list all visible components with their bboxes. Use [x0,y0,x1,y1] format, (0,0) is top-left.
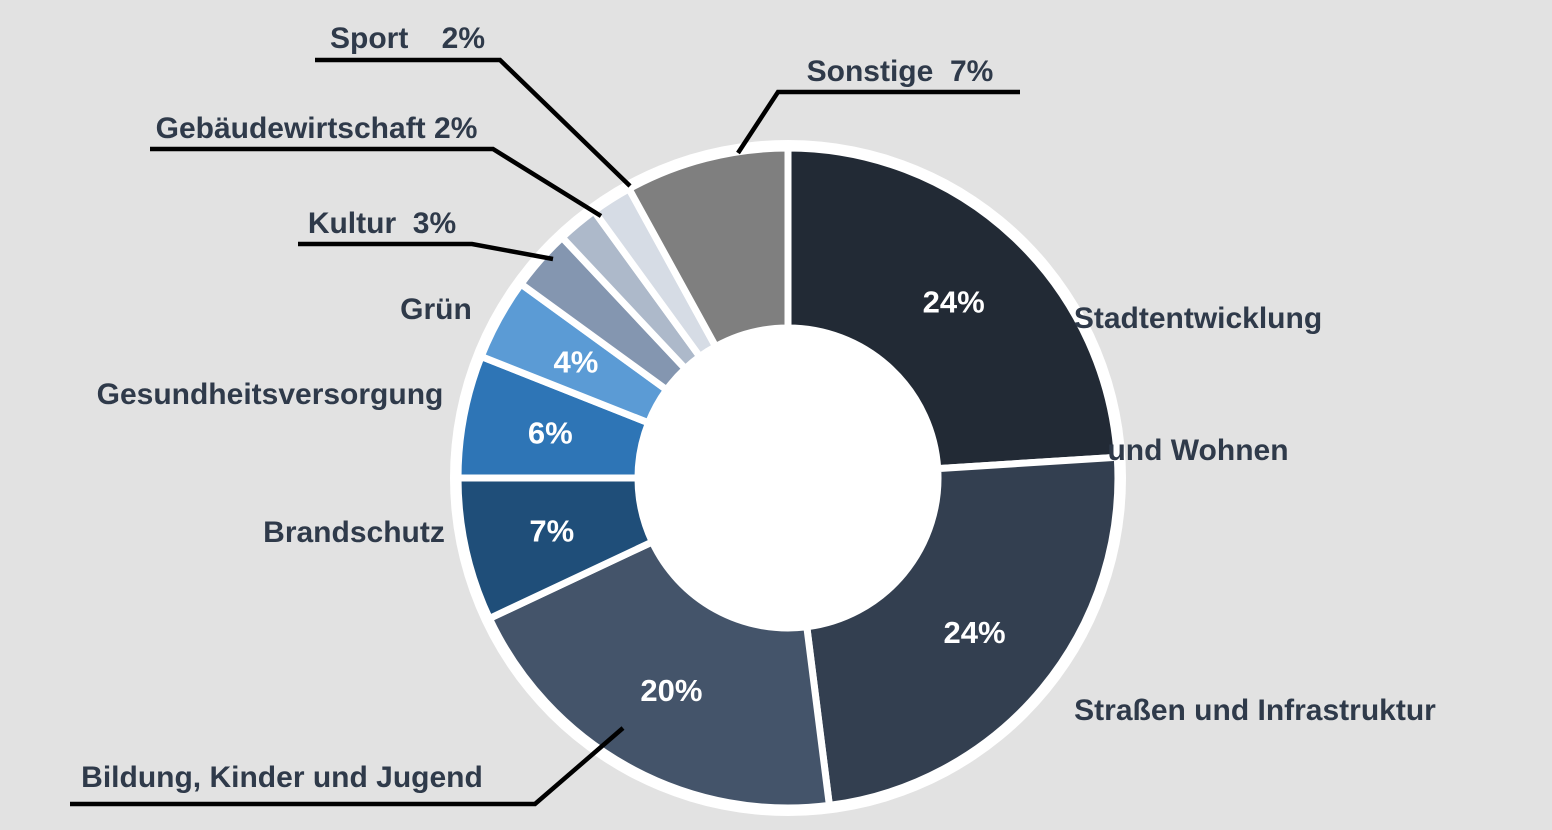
label-sport: Sport 2% [329,22,486,55]
label-gruen: Grün [400,293,472,326]
percent-label-bildung-kinder-und-jugend: 20% [640,673,702,708]
percent-label-gesundheitsversorgung: 6% [528,416,573,451]
label-bildung: Bildung, Kinder und Jugend [81,761,483,794]
label-brandschutz: Brandschutz [263,516,445,549]
percent-label-grün: 4% [553,344,598,379]
label-stadtentwicklung-line1: Stadtentwicklung [1073,302,1323,335]
slice-straßen-und-infrastruktur [802,453,1122,810]
label-gebaeudewirtschaft: Gebäudewirtschaft 2% [155,112,478,145]
percent-label-straßen-und-infrastruktur: 24% [943,615,1005,650]
percent-label-stadtentwicklung-und-wohnen: 24% [923,284,985,319]
leader-lines [70,57,1020,807]
leader-line-sport [315,57,632,188]
leader-line-bildung [70,726,625,807]
slice-stadtentwicklung-und-wohnen [784,144,1122,473]
percent-label-brandschutz: 7% [529,514,574,549]
leader-line-sonstige [736,89,1020,155]
leader-line-kultur [298,241,554,262]
leader-line-gebaeudewirtschaft [150,146,603,218]
label-stadtentwicklung: Stadtentwicklung und Wohnen [1063,209,1333,561]
slice-percent-labels: 24% 24% 20% 7% 6% 4% [528,284,1006,707]
label-strassen: Straßen und Infrastruktur [1074,694,1436,727]
label-sonstige: Sonstige 7% [806,55,994,88]
label-kultur: Kultur 3% [307,207,457,240]
slice-sonstige [624,144,792,352]
label-stadtentwicklung-line2: und Wohnen [1107,434,1289,467]
label-gesundheitsversorgung: Gesundheitsversorgung [96,378,444,411]
slice-bildung-kinder-und-jugend [484,537,834,812]
donut-slices [454,144,1122,812]
